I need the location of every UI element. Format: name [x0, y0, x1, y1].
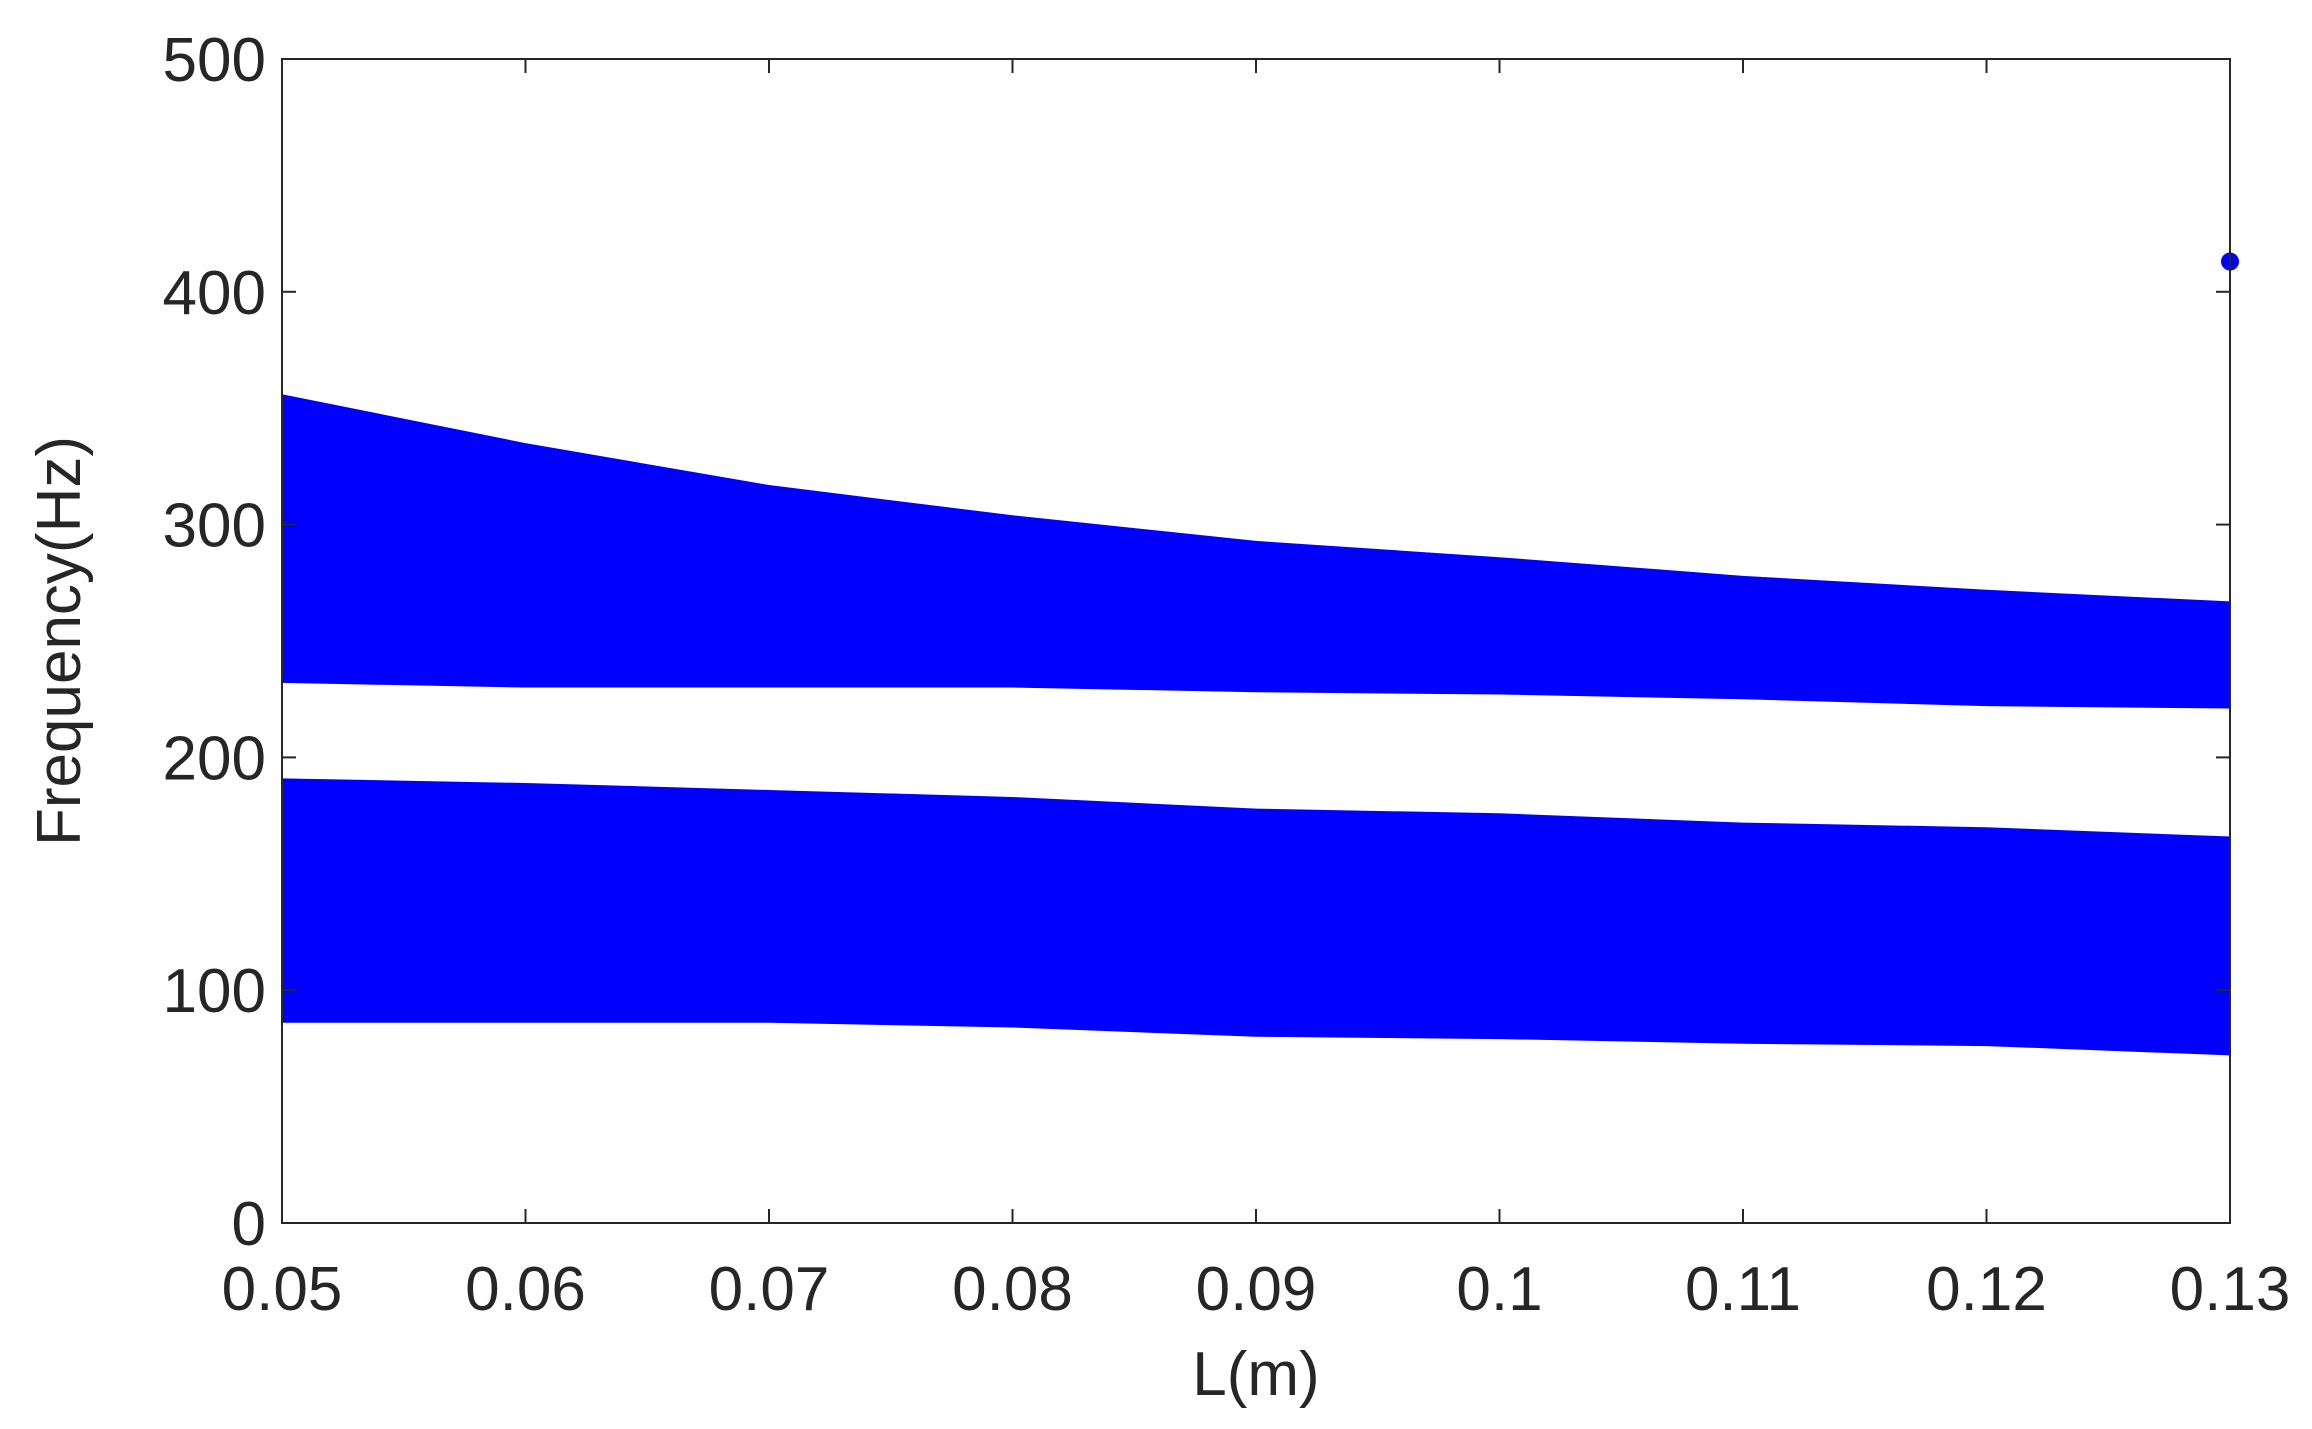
y-tick-label: 300 — [163, 492, 266, 561]
y-tick-label: 200 — [163, 724, 266, 793]
y-tick-label: 500 — [163, 26, 266, 95]
x-axis-label: L(m) — [1192, 1340, 1319, 1409]
x-tick-label: 0.05 — [222, 1255, 343, 1324]
band — [282, 394, 2230, 709]
y-tick-label: 400 — [163, 259, 266, 328]
x-tick-label: 0.12 — [1926, 1255, 2047, 1324]
band — [282, 778, 2230, 1056]
x-tick-label: 0.13 — [2170, 1255, 2291, 1324]
x-tick-label: 0.07 — [709, 1255, 830, 1324]
x-tick-label: 0.06 — [465, 1255, 586, 1324]
x-tick-label: 0.1 — [1456, 1255, 1542, 1324]
x-tick-label: 0.08 — [952, 1255, 1073, 1324]
y-axis-label: Frequency(Hz) — [25, 436, 94, 846]
y-tick-label: 0 — [232, 1190, 266, 1259]
y-tick-label: 100 — [163, 957, 266, 1026]
x-tick-label: 0.09 — [1196, 1255, 1317, 1324]
x-tick-label: 0.11 — [1685, 1255, 1801, 1324]
